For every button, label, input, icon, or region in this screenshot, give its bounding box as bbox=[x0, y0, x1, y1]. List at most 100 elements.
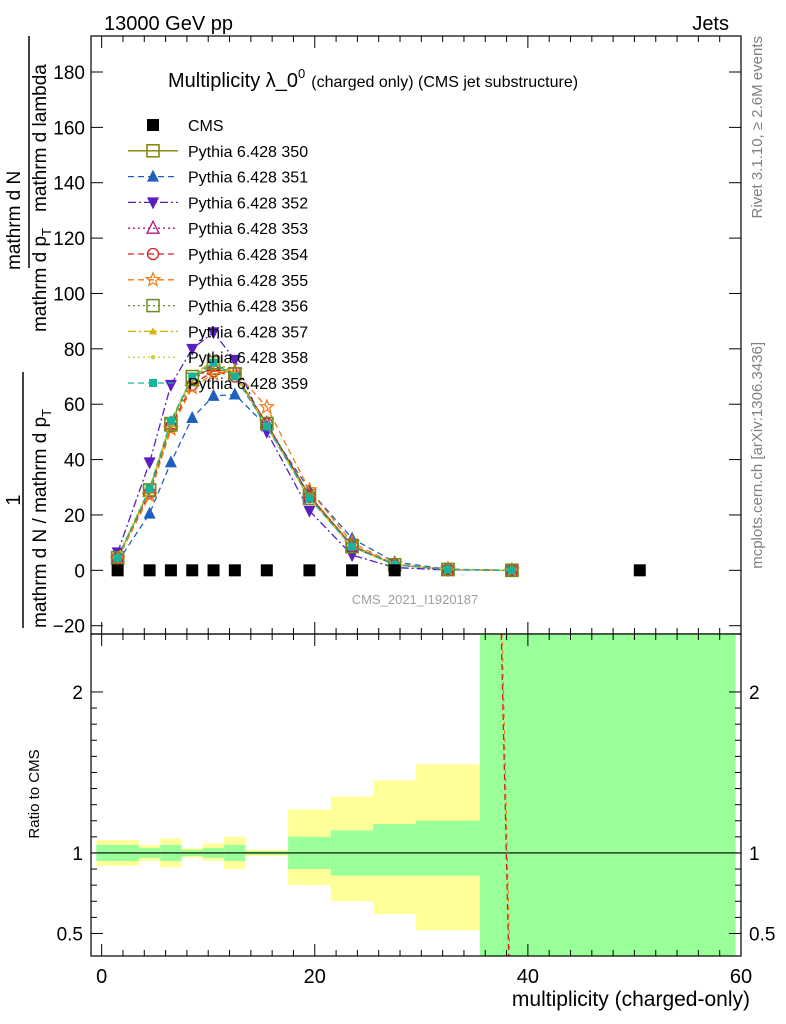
legend-label: Pythia 6.428 356 bbox=[188, 299, 308, 316]
legend-label: Pythia 6.428 357 bbox=[188, 324, 308, 341]
data-point bbox=[146, 247, 160, 261]
legend-item: Pythia 6.428 352 bbox=[128, 195, 308, 212]
data-point bbox=[141, 486, 158, 503]
series-pythia-6-428-351 bbox=[111, 387, 518, 576]
y-tick-label: −20 bbox=[53, 617, 85, 638]
ylabel-denominator-part1: mathrm d N / mathrm d p bbox=[30, 417, 51, 628]
data-point bbox=[228, 387, 241, 400]
data-point bbox=[188, 372, 197, 381]
series-pythia-6-428-350 bbox=[110, 361, 519, 578]
legend-label: Pythia 6.428 354 bbox=[188, 247, 308, 264]
series-line bbox=[117, 361, 512, 571]
data-point bbox=[164, 455, 177, 468]
legend-item: Pythia 6.428 354 bbox=[128, 247, 308, 264]
ylabel-dpt-part: mathrm d p bbox=[30, 236, 51, 332]
mcplots-reference-label: mcplots.cern.ch [arXiv:1306.3436] bbox=[749, 342, 766, 569]
ratio-spike-line bbox=[501, 633, 511, 957]
series-line bbox=[117, 361, 512, 571]
series-pythia-6-428-352 bbox=[111, 327, 518, 578]
series-line bbox=[117, 370, 512, 571]
data-point bbox=[388, 564, 401, 577]
data-point bbox=[145, 219, 161, 234]
data-point bbox=[150, 355, 156, 360]
data-point bbox=[147, 119, 159, 131]
y-tick-label: 0 bbox=[74, 561, 85, 582]
top-y-axis-label: 1 mathrm d N / mathrm d pT mathrm d pT m… bbox=[3, 36, 54, 628]
series-pythia-6-428-354 bbox=[111, 364, 519, 577]
y-tick-label: 160 bbox=[53, 118, 85, 139]
series-pythia-6-428-355 bbox=[109, 362, 521, 578]
data-point bbox=[164, 379, 177, 392]
data-point bbox=[302, 491, 317, 506]
plot-title-paren: (charged only) (CMS jet substructure) bbox=[311, 74, 578, 91]
legend-label: Pythia 6.428 350 bbox=[188, 144, 308, 161]
data-point bbox=[144, 271, 162, 287]
data-point bbox=[230, 372, 239, 381]
x-axis-label: multiplicity (charged-only) bbox=[512, 988, 750, 1011]
data-point bbox=[262, 422, 271, 431]
x-tick-label: 60 bbox=[730, 966, 752, 988]
ylabel-subscript-t1: T bbox=[39, 409, 54, 417]
ylabel-dlambda: mathrm d lambda bbox=[30, 64, 51, 212]
data-point bbox=[162, 420, 180, 437]
series-line bbox=[117, 370, 512, 571]
data-point bbox=[143, 506, 156, 519]
data-point bbox=[186, 343, 199, 356]
data-point bbox=[209, 358, 218, 367]
legend-label: Pythia 6.428 351 bbox=[188, 170, 308, 187]
data-point bbox=[164, 564, 177, 577]
plot-title-superscript: 0 bbox=[298, 66, 305, 81]
stat-uncertainty-band bbox=[479, 634, 736, 956]
data-point bbox=[348, 542, 357, 551]
ratio-y-tick-label: 1 bbox=[72, 844, 83, 865]
data-point bbox=[142, 483, 157, 497]
legend-item: Pythia 6.428 356 bbox=[128, 299, 308, 316]
legend-label: CMS bbox=[188, 118, 224, 135]
data-point bbox=[166, 416, 175, 425]
header-energy-label: 13000 GeV pp bbox=[104, 13, 233, 35]
y-tick-label: 140 bbox=[53, 174, 85, 195]
legend-label: Pythia 6.428 358 bbox=[188, 350, 308, 367]
data-point bbox=[443, 565, 452, 574]
ratio-plot-panel: 0.5 0.51 12 20 20 40 60 bbox=[57, 633, 775, 988]
rivet-version-label: Rivet 3.1.10, ≥ 2.6M events bbox=[749, 36, 766, 219]
data-point bbox=[207, 327, 220, 340]
data-point bbox=[143, 457, 156, 470]
series-line bbox=[117, 364, 512, 571]
legend-item: Pythia 6.428 357 bbox=[128, 324, 308, 341]
legend-item: Pythia 6.428 350 bbox=[128, 144, 308, 161]
data-point bbox=[507, 566, 516, 575]
ratio-y-tick-label: 0.5 bbox=[57, 924, 83, 945]
legend-label: Pythia 6.428 353 bbox=[188, 221, 308, 238]
y-tick-label: 60 bbox=[64, 395, 85, 416]
legend: CMS Pythia 6.428 350 Pythia 6.428 351 Pythi… bbox=[128, 118, 308, 393]
data-point bbox=[303, 505, 316, 518]
data-point bbox=[346, 564, 359, 577]
ratio-y-tick-label: 2 bbox=[72, 683, 83, 704]
legend-label: Pythia 6.428 359 bbox=[188, 376, 308, 393]
x-tick-label: 0 bbox=[96, 966, 107, 988]
series-line bbox=[117, 367, 512, 571]
legend-item: Pythia 6.428 358 bbox=[128, 350, 308, 367]
ratio-frame bbox=[90, 633, 742, 957]
legend-item: Pythia 6.428 351 bbox=[128, 169, 308, 187]
header-jets-label: Jets bbox=[692, 13, 729, 35]
data-point bbox=[258, 398, 276, 414]
y-tick-label: 180 bbox=[53, 63, 85, 84]
y-tick-label: 40 bbox=[64, 451, 85, 472]
plot-title-main: Multiplicity λ_0 bbox=[168, 70, 298, 92]
data-point bbox=[260, 564, 273, 577]
data-point bbox=[147, 197, 159, 210]
data-point bbox=[149, 327, 157, 335]
ratio-y-tick-label-right: 1 bbox=[749, 844, 760, 865]
data-point bbox=[205, 365, 222, 381]
ylabel-denominator: mathrm d N / mathrm d pT bbox=[30, 409, 54, 628]
legend-label: Pythia 6.428 355 bbox=[188, 273, 308, 290]
data-point bbox=[186, 564, 199, 577]
ylabel-dpt: mathrm d pT bbox=[30, 228, 54, 332]
data-point bbox=[149, 379, 157, 387]
data-point bbox=[228, 354, 241, 367]
ylabel-dN-numerator: mathrm d N bbox=[4, 171, 25, 270]
data-point bbox=[303, 564, 316, 577]
